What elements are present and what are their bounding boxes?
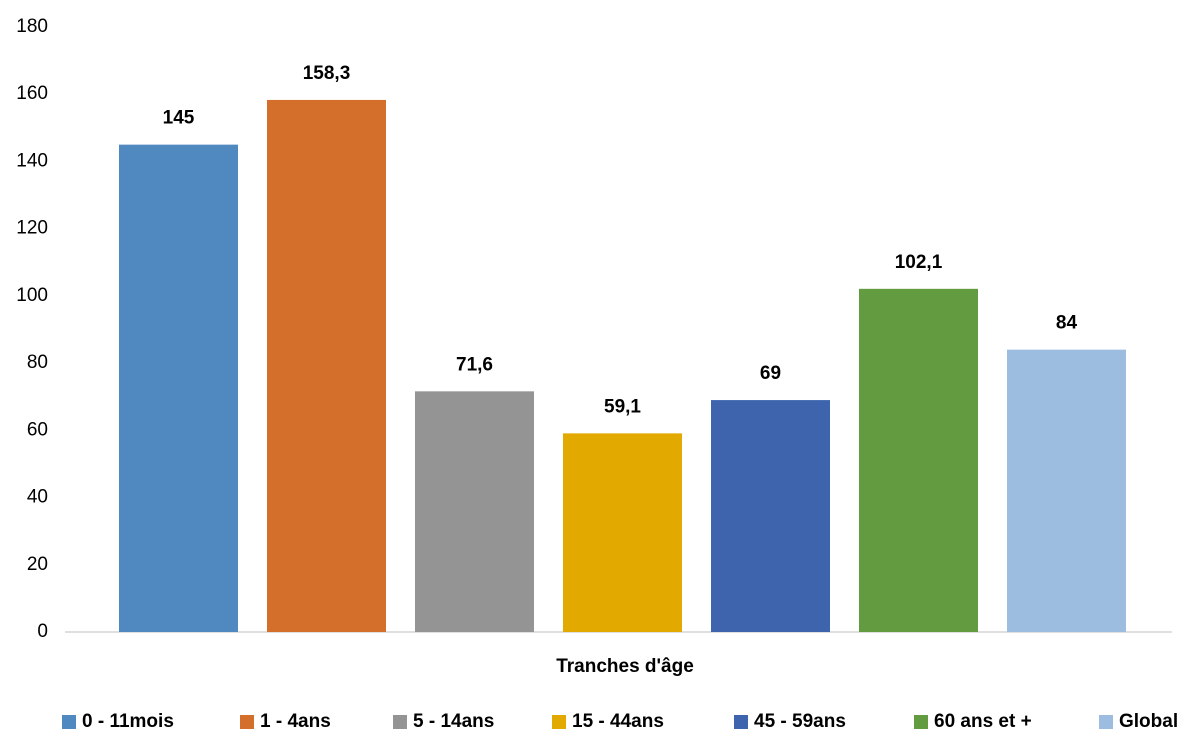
- data-label: 145: [163, 108, 195, 129]
- legend-label: 60 ans et +: [934, 711, 1032, 732]
- y-tick-label: 20: [27, 554, 48, 575]
- legend-label: 5 - 14ans: [413, 711, 494, 732]
- y-tick-label: 40: [27, 487, 48, 508]
- data-label: 59,1: [604, 396, 641, 417]
- y-tick-label: 100: [16, 285, 48, 306]
- y-tick-label: 160: [16, 83, 48, 104]
- legend-swatch: [1099, 715, 1113, 729]
- legend-swatch: [734, 715, 748, 729]
- legend-label: 0 - 11mois: [82, 711, 174, 732]
- bar: [415, 391, 534, 632]
- data-label: 84: [1056, 313, 1078, 334]
- y-tick-label: 180: [16, 16, 48, 37]
- y-tick-label: 80: [27, 352, 48, 373]
- y-tick-label: 120: [16, 218, 48, 239]
- x-axis-label: Tranches d'âge: [556, 656, 694, 677]
- bar: [859, 288, 978, 632]
- legend-label: 1 - 4ans: [260, 711, 331, 732]
- data-label: 102,1: [895, 252, 943, 273]
- legend-swatch: [552, 715, 566, 729]
- legend-swatch: [914, 715, 928, 729]
- y-tick-label: 60: [27, 419, 48, 440]
- legend-swatch: [62, 715, 76, 729]
- bar: [119, 144, 238, 632]
- bar: [711, 400, 830, 632]
- bar: [1007, 349, 1126, 632]
- legend-label: 15 - 44ans: [572, 711, 664, 732]
- data-label: 158,3: [303, 63, 351, 84]
- legend-label: 45 - 59ans: [754, 711, 846, 732]
- legend-swatch: [240, 715, 254, 729]
- bar: [267, 99, 386, 633]
- legend-swatch: [393, 715, 407, 729]
- y-tick-label: 140: [16, 150, 48, 171]
- y-tick-label: 0: [37, 621, 48, 642]
- legend-label: Global: [1119, 711, 1178, 732]
- bar: [563, 433, 682, 632]
- data-label: 71,6: [456, 354, 493, 375]
- data-label: 69: [760, 363, 781, 384]
